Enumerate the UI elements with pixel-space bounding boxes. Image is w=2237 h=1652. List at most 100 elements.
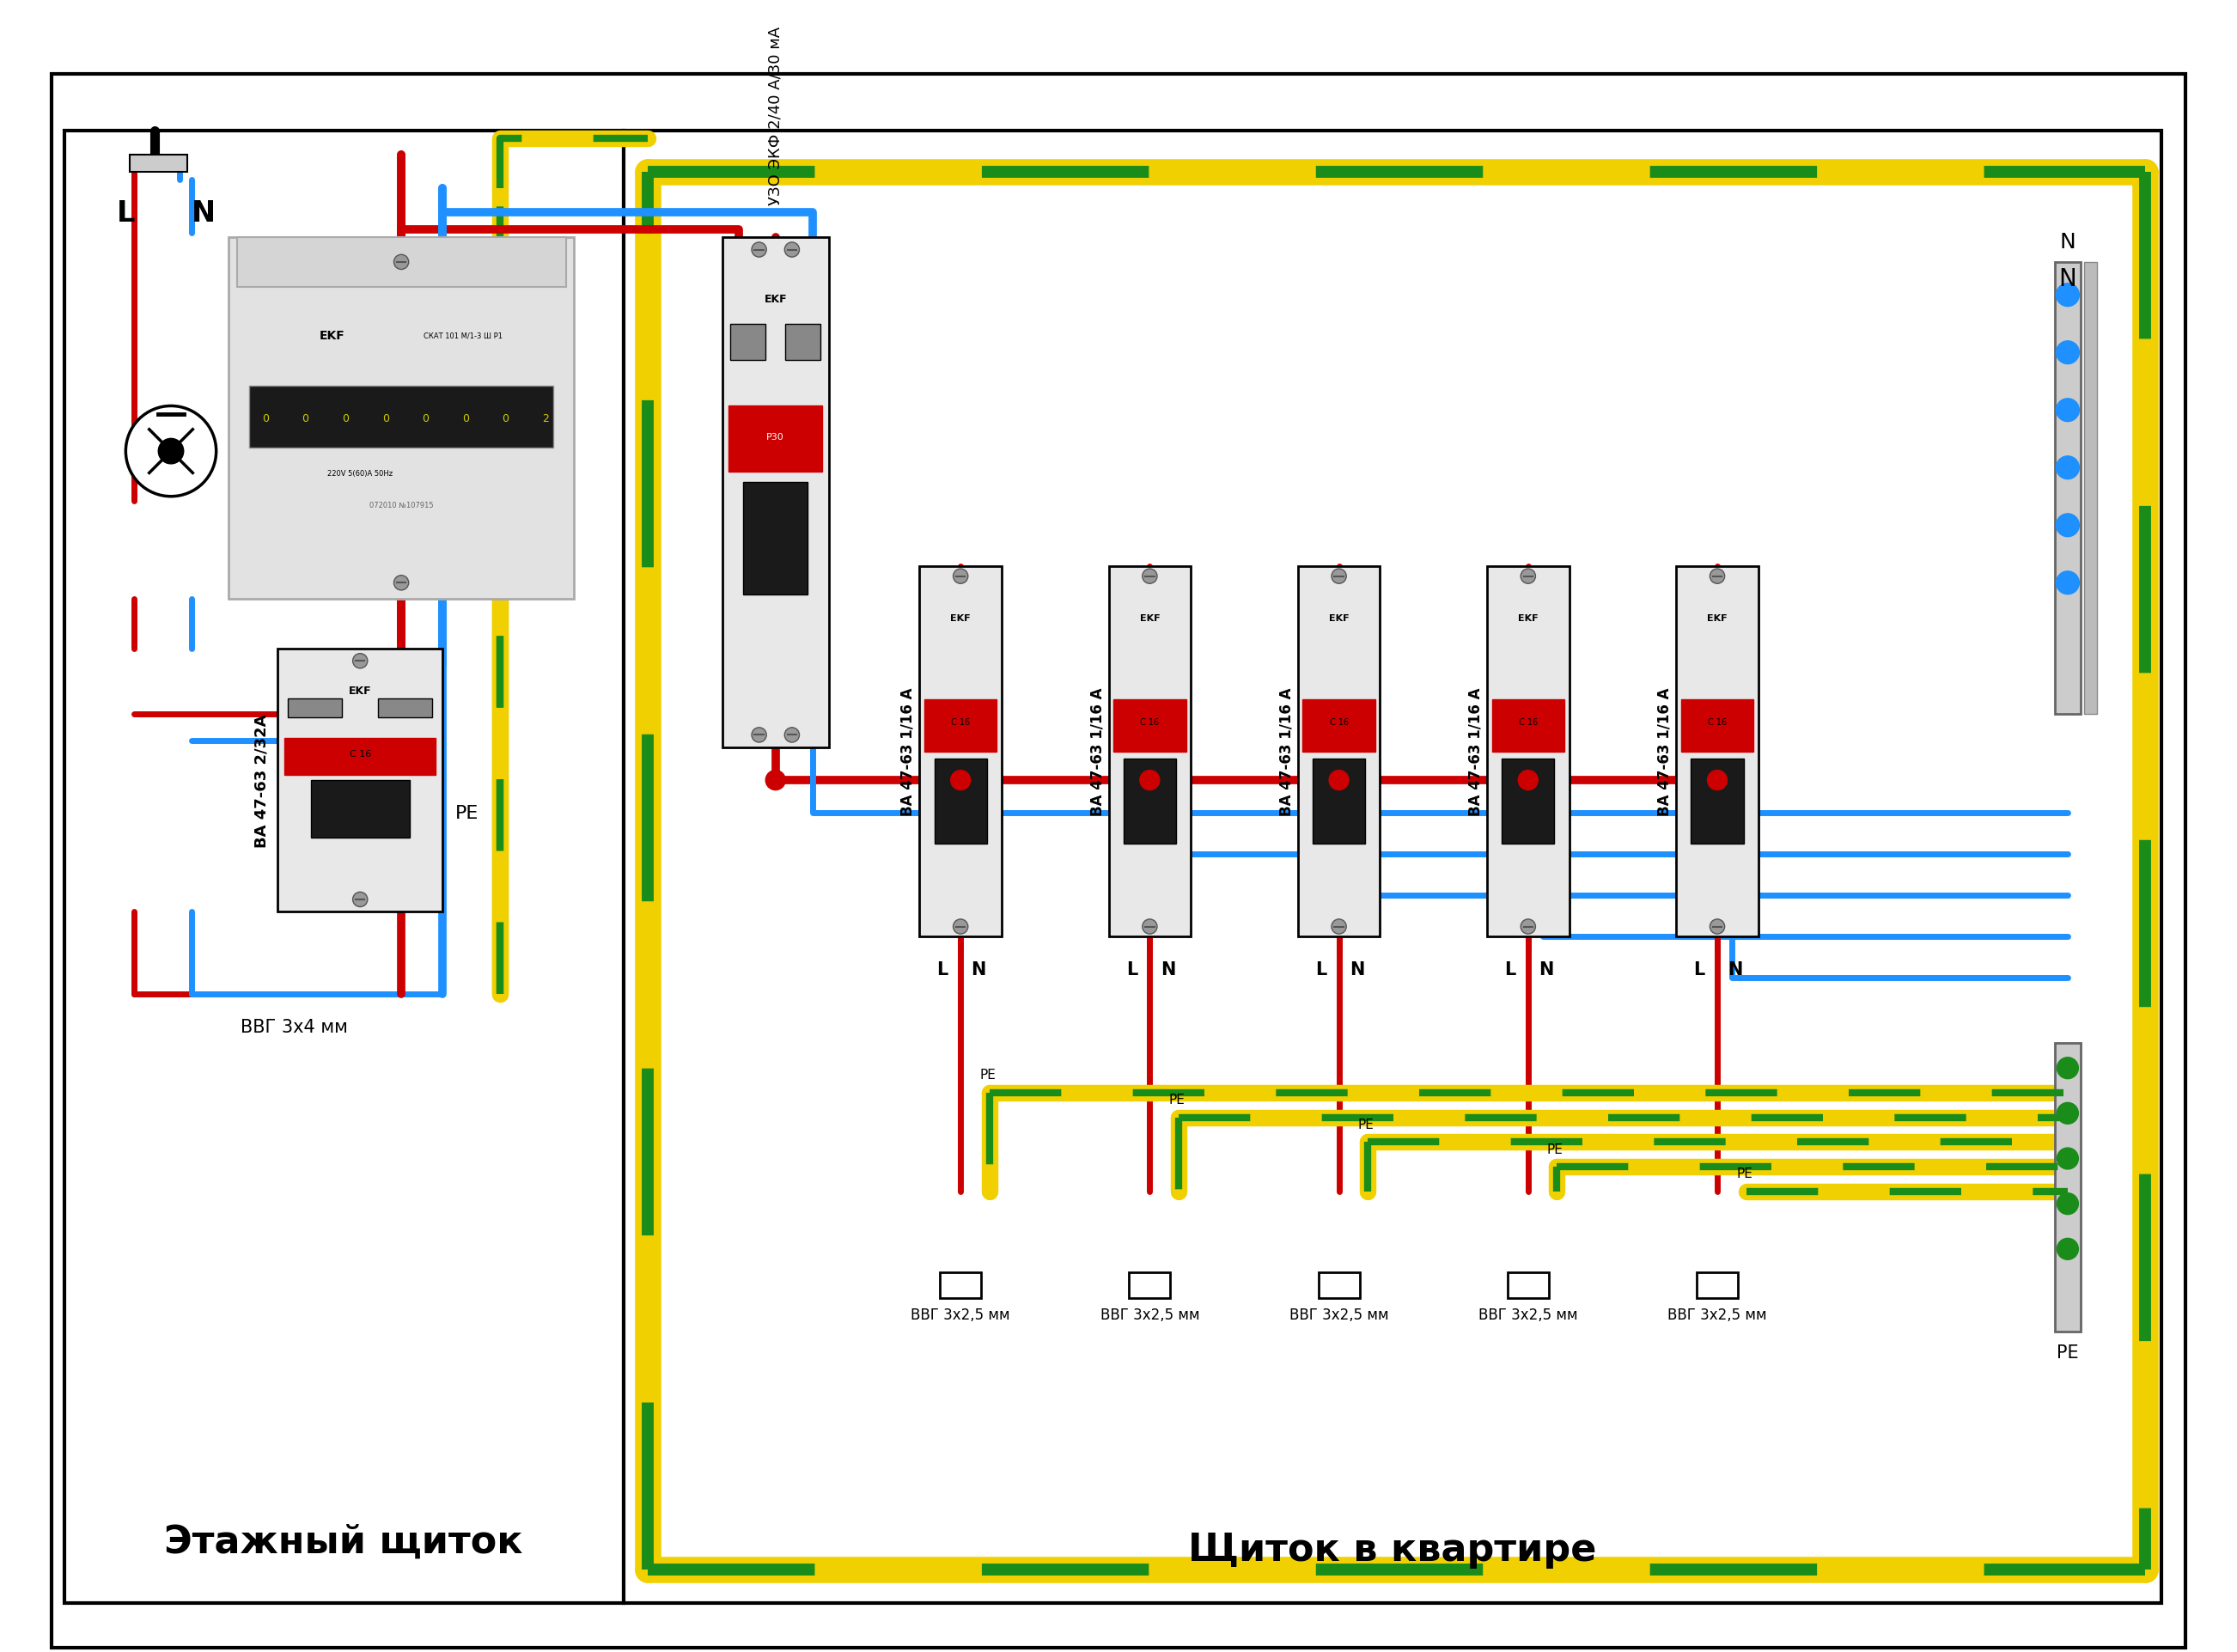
Circle shape: [2056, 572, 2078, 595]
Bar: [65, 131, 624, 1602]
Text: Этажный щиток: Этажный щиток: [163, 1523, 523, 1559]
Circle shape: [752, 243, 767, 258]
Bar: [289, 699, 342, 717]
Bar: [1302, 700, 1376, 752]
Text: 072010 №107915: 072010 №107915: [369, 502, 434, 509]
Circle shape: [2056, 514, 2078, 537]
Circle shape: [394, 577, 409, 591]
Circle shape: [1707, 771, 1727, 790]
Bar: [1114, 700, 1186, 752]
Text: СКАТ 101 М/1-3 Ш Р1: СКАТ 101 М/1-3 Ш Р1: [425, 332, 503, 340]
Circle shape: [1143, 920, 1157, 935]
Circle shape: [953, 570, 969, 585]
Bar: [624, 131, 2161, 1602]
Text: 0: 0: [383, 413, 389, 425]
Text: L: L: [1315, 961, 1327, 978]
Text: C 16: C 16: [951, 719, 971, 727]
Text: PE: PE: [1736, 1166, 1752, 1180]
Bar: [919, 567, 1002, 937]
Circle shape: [1521, 920, 1535, 935]
Circle shape: [2056, 342, 2078, 365]
Circle shape: [951, 771, 971, 790]
Text: PE: PE: [456, 805, 479, 823]
Text: 220V 5(60)A 50Hz: 220V 5(60)A 50Hz: [327, 469, 391, 477]
Bar: [1680, 700, 1754, 752]
Text: N: N: [2060, 231, 2076, 253]
Bar: [940, 1272, 982, 1298]
Circle shape: [353, 654, 367, 669]
Text: N: N: [971, 961, 987, 978]
Circle shape: [1143, 570, 1157, 585]
Text: ВВГ 3x2,5 мм: ВВГ 3x2,5 мм: [1479, 1307, 1577, 1323]
Bar: [924, 700, 998, 752]
Text: Щиток в квартире: Щиток в квартире: [1188, 1531, 1597, 1568]
Bar: [311, 781, 409, 839]
Text: EKF: EKF: [1519, 615, 1539, 623]
Text: PE: PE: [980, 1069, 995, 1082]
Bar: [1297, 567, 1380, 937]
Circle shape: [2058, 1148, 2078, 1170]
Text: EKF: EKF: [1139, 615, 1161, 623]
Text: ВВГ 3x4 мм: ВВГ 3x4 мм: [242, 1019, 349, 1036]
Bar: [284, 738, 436, 775]
Bar: [1318, 1272, 1360, 1298]
Text: ВА 47-63 1/16 А: ВА 47-63 1/16 А: [1089, 687, 1105, 816]
Circle shape: [1331, 570, 1347, 585]
Text: C 16: C 16: [349, 750, 371, 758]
Circle shape: [1521, 570, 1535, 585]
Bar: [228, 238, 575, 600]
Circle shape: [159, 439, 183, 464]
Text: ВВГ 3x2,5 мм: ВВГ 3x2,5 мм: [910, 1307, 1011, 1323]
Bar: [2054, 263, 2080, 715]
Text: N: N: [192, 200, 217, 228]
Text: C 16: C 16: [1707, 719, 1727, 727]
Text: N: N: [1539, 961, 1555, 978]
Text: EKF: EKF: [320, 330, 344, 342]
Text: N: N: [2058, 268, 2076, 291]
Text: ВА 47-63 1/16 А: ВА 47-63 1/16 А: [899, 687, 915, 816]
Text: L: L: [1693, 961, 1705, 978]
Text: C 16: C 16: [1141, 719, 1159, 727]
Circle shape: [1709, 920, 1725, 935]
Text: EKF: EKF: [765, 294, 787, 304]
Text: C 16: C 16: [1329, 719, 1349, 727]
Text: PE: PE: [1168, 1094, 1186, 1105]
Text: L: L: [1503, 961, 1517, 978]
Text: ВВГ 3x2,5 мм: ВВГ 3x2,5 мм: [1101, 1307, 1199, 1323]
Circle shape: [2056, 456, 2078, 479]
Text: PE: PE: [2056, 1343, 2078, 1361]
Text: P30: P30: [767, 433, 785, 441]
Text: 0: 0: [302, 413, 309, 425]
Circle shape: [394, 256, 409, 269]
Text: N: N: [1349, 961, 1365, 978]
Bar: [729, 406, 823, 472]
Text: EKF: EKF: [1707, 615, 1727, 623]
Circle shape: [2058, 1193, 2078, 1214]
Bar: [1488, 567, 1568, 937]
Text: C 16: C 16: [1519, 719, 1537, 727]
Text: 0: 0: [423, 413, 430, 425]
Circle shape: [1141, 771, 1159, 790]
Text: L: L: [1125, 961, 1136, 978]
Text: 0: 0: [262, 413, 268, 425]
Text: 2: 2: [541, 413, 548, 425]
Bar: [1696, 1272, 1738, 1298]
Circle shape: [2058, 1239, 2078, 1260]
Bar: [1691, 760, 1743, 844]
Text: N: N: [1727, 961, 1743, 978]
Bar: [1508, 1272, 1548, 1298]
Text: ВА 47-63 1/16 А: ВА 47-63 1/16 А: [1280, 687, 1293, 816]
Circle shape: [125, 406, 217, 497]
Text: EKF: EKF: [349, 686, 371, 697]
Bar: [130, 155, 188, 172]
Bar: [1313, 760, 1365, 844]
Text: EKF: EKF: [1329, 615, 1349, 623]
Circle shape: [752, 729, 767, 743]
Bar: [1130, 1272, 1170, 1298]
Text: ВВГ 3x2,5 мм: ВВГ 3x2,5 мм: [1289, 1307, 1389, 1323]
Circle shape: [765, 771, 785, 790]
Bar: [785, 325, 821, 360]
Text: PE: PE: [1358, 1118, 1374, 1130]
Bar: [1501, 760, 1555, 844]
Circle shape: [1709, 570, 1725, 585]
